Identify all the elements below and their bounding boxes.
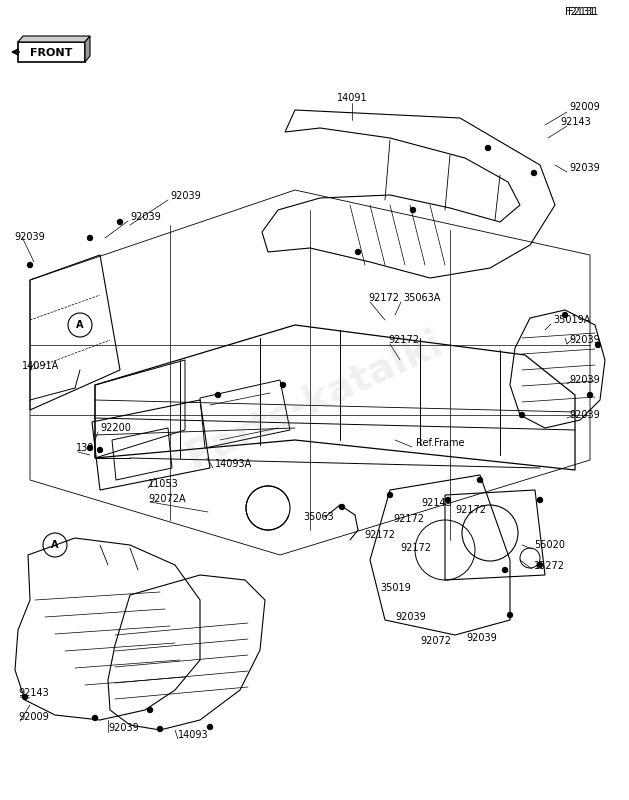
Circle shape <box>477 478 482 482</box>
Circle shape <box>508 613 513 618</box>
Text: 92172: 92172 <box>400 543 431 553</box>
Text: 92200: 92200 <box>100 423 131 433</box>
Circle shape <box>281 382 286 387</box>
Text: A: A <box>76 320 84 330</box>
Circle shape <box>208 725 213 730</box>
Text: 92039: 92039 <box>14 232 45 242</box>
Text: 92009: 92009 <box>18 712 49 722</box>
Circle shape <box>87 446 92 450</box>
Circle shape <box>216 393 221 398</box>
Text: 11053: 11053 <box>148 479 179 489</box>
Text: 14091: 14091 <box>337 93 367 103</box>
Circle shape <box>118 219 123 225</box>
Circle shape <box>355 250 360 254</box>
Circle shape <box>520 413 525 418</box>
Text: 35019: 35019 <box>380 583 411 593</box>
Text: 92039: 92039 <box>569 410 599 420</box>
Circle shape <box>157 726 162 731</box>
Text: 35063A: 35063A <box>403 293 440 303</box>
Circle shape <box>340 505 345 510</box>
Text: 92039: 92039 <box>395 612 426 622</box>
Text: 92143: 92143 <box>560 117 591 127</box>
Text: 92172: 92172 <box>388 335 419 345</box>
Text: 92039: 92039 <box>170 191 201 201</box>
Circle shape <box>538 498 542 502</box>
Circle shape <box>562 313 567 318</box>
Polygon shape <box>18 42 85 62</box>
Text: Ref.Frame: Ref.Frame <box>416 438 464 448</box>
Circle shape <box>87 235 92 241</box>
Circle shape <box>92 715 97 721</box>
Circle shape <box>411 207 416 213</box>
Text: 55020: 55020 <box>534 540 565 550</box>
Circle shape <box>445 498 450 502</box>
Text: 13272: 13272 <box>534 561 565 571</box>
Text: FRONT: FRONT <box>30 48 72 58</box>
Polygon shape <box>18 36 90 42</box>
Circle shape <box>538 562 542 567</box>
Text: 92143: 92143 <box>421 498 452 508</box>
Circle shape <box>486 146 491 150</box>
Text: 92039: 92039 <box>108 723 139 733</box>
Text: 92172: 92172 <box>364 530 395 540</box>
Circle shape <box>596 342 601 347</box>
Text: 130: 130 <box>76 443 94 453</box>
Text: 92172: 92172 <box>455 505 486 515</box>
Text: 14093: 14093 <box>178 730 209 740</box>
Text: 92009: 92009 <box>569 102 599 112</box>
Circle shape <box>532 170 537 175</box>
Text: 92072: 92072 <box>420 636 451 646</box>
Text: 92039: 92039 <box>466 633 497 643</box>
Text: A: A <box>51 540 58 550</box>
Circle shape <box>587 393 593 398</box>
Circle shape <box>503 567 508 573</box>
Text: 92072A: 92072A <box>148 494 186 504</box>
Circle shape <box>147 707 152 713</box>
Text: 92039: 92039 <box>130 212 161 222</box>
Circle shape <box>28 262 33 267</box>
Text: 14091A: 14091A <box>22 361 59 371</box>
Text: 92172: 92172 <box>368 293 399 303</box>
Text: Parts-katalki: Parts-katalki <box>180 324 449 476</box>
Text: F2131: F2131 <box>568 7 598 17</box>
Text: 14093A: 14093A <box>215 459 252 469</box>
Text: F2131: F2131 <box>565 7 595 17</box>
Text: 35063: 35063 <box>303 512 334 522</box>
Text: 35019A: 35019A <box>553 315 591 325</box>
Text: 92039: 92039 <box>569 375 599 385</box>
Circle shape <box>23 694 28 699</box>
Circle shape <box>97 447 103 453</box>
Polygon shape <box>85 36 90 62</box>
Circle shape <box>387 493 392 498</box>
Text: 92143: 92143 <box>18 688 49 698</box>
Text: 92039: 92039 <box>569 163 599 173</box>
Text: 92172: 92172 <box>393 514 424 524</box>
Text: 92039: 92039 <box>569 335 599 345</box>
